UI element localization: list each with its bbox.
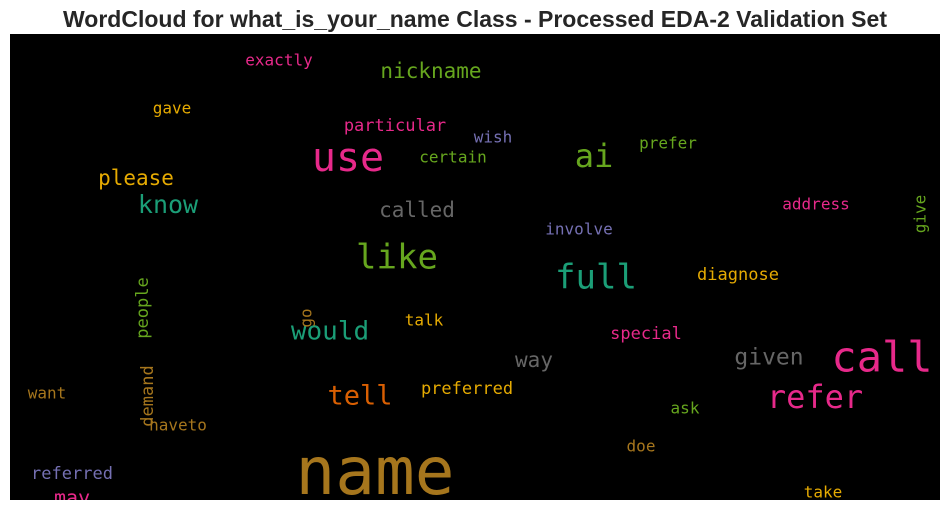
word-certain: certain [419, 148, 486, 167]
word-demand: demand [138, 365, 158, 426]
word-prefer: prefer [639, 134, 697, 153]
word-please: please [98, 166, 174, 190]
word-use: use [312, 135, 384, 181]
word-gave: gave [153, 99, 192, 118]
word-people: people [133, 277, 153, 338]
word-want: want [28, 384, 67, 403]
word-call: call [831, 333, 932, 382]
word-given: given [734, 345, 803, 371]
chart-title: WordCloud for what_is_your_name Class - … [63, 6, 887, 32]
word-name: name [296, 433, 455, 500]
word-full: full [555, 258, 637, 298]
word-ai: ai [575, 137, 614, 175]
word-nickname: nickname [380, 59, 481, 83]
word-talk: talk [405, 311, 444, 330]
word-like: like [356, 238, 438, 278]
word-ask: ask [671, 399, 700, 418]
wordcloud-words: name call use like full refer ai tell would know g… [28, 51, 933, 501]
word-special: special [610, 324, 682, 344]
word-involve: involve [545, 220, 612, 239]
wordcloud-background [10, 34, 940, 500]
word-address: address [782, 195, 849, 214]
word-particular: particular [344, 116, 446, 136]
word-way: way [515, 348, 553, 372]
word-give: give [911, 195, 930, 234]
word-preferred: preferred [421, 379, 513, 399]
word-doe: doe [627, 437, 656, 456]
word-may: may [54, 486, 90, 501]
word-haveto: haveto [149, 416, 207, 435]
word-wish: wish [474, 128, 513, 147]
word-diagnose: diagnose [697, 265, 779, 285]
word-exactly: exactly [245, 51, 313, 70]
word-would: would [291, 317, 369, 347]
wordcloud-canvas: name call use like full refer ai tell would know g… [10, 34, 940, 500]
word-tell: tell [327, 381, 392, 412]
word-called: called [379, 198, 455, 222]
word-go: go [297, 308, 316, 327]
word-take: take [804, 483, 843, 501]
word-refer: refer [767, 378, 863, 416]
word-know: know [138, 190, 199, 219]
word-referred: referred [31, 464, 113, 484]
